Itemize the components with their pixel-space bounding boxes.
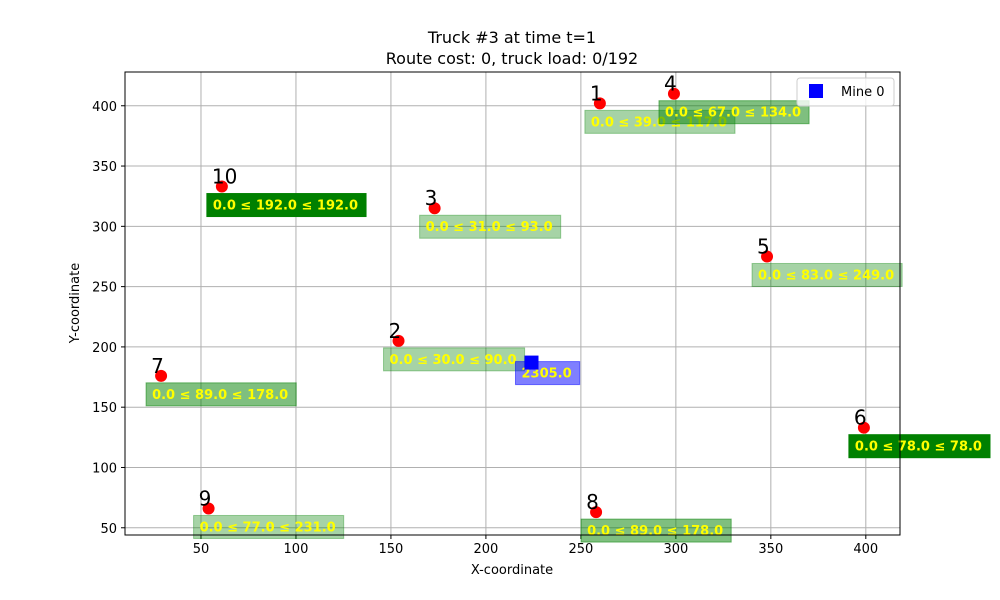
plot-marks: 0.0 ≤ 39.0 ≤ 117.010.0 ≤ 30.0 ≤ 90.020.0… (145, 72, 991, 543)
y-axis-label: Y-coordinate (68, 263, 83, 344)
y-tick-label: 350 (92, 160, 117, 175)
x-tick-label: 200 (473, 542, 498, 557)
node-id-label: 3 (425, 186, 438, 210)
node-point (428, 202, 441, 215)
x-tick-label: 250 (568, 542, 593, 557)
node-capacity-box (419, 214, 562, 239)
mine-marker (524, 355, 539, 370)
plot-frame (124, 71, 901, 536)
node-point (667, 87, 680, 100)
node-id-label: 1 (590, 81, 603, 105)
chart-title: Truck #3 at time t=1 (427, 28, 596, 47)
node-id-label: 4 (664, 72, 677, 96)
node-capacity-box (193, 514, 345, 539)
mine-label: 2305.0 (521, 367, 571, 382)
y-tick-label: 100 (92, 461, 117, 476)
node-capacity-label: 0.0 ≤ 31.0 ≤ 93.0 (426, 220, 553, 235)
node-point (761, 250, 774, 263)
x-tick-label: 400 (853, 542, 878, 557)
axis-ticks: 50 100 150 200 250 300 350 400 50 100 150 200 250 300… (92, 100, 878, 557)
node-capacity-label: 0.0 ≤ 83.0 ≤ 249.0 (758, 268, 894, 283)
node-id-label: 10 (212, 165, 237, 189)
node-point (155, 369, 168, 382)
node-id-label: 5 (757, 234, 770, 258)
node-capacity-box (751, 262, 903, 287)
node-capacity-box (848, 434, 991, 459)
legend-mine-marker (809, 84, 823, 98)
chart-subtitle: Route cost: 0, truck load: 0/192 (386, 49, 638, 68)
node-capacity-box (658, 100, 810, 125)
node-capacity-box (145, 382, 297, 407)
x-tick-label: 300 (663, 542, 688, 557)
node-point (590, 506, 603, 519)
node-point (392, 334, 405, 347)
node-point (593, 97, 606, 110)
legend: Mine 0 (796, 77, 895, 107)
node-id-label: 8 (586, 490, 599, 514)
grid (125, 72, 900, 535)
node-point (857, 421, 870, 434)
node-id-label: 7 (151, 354, 164, 378)
x-tick-label: 50 (193, 542, 210, 557)
node-capacity-box (206, 193, 367, 218)
y-tick-label: 300 (92, 220, 117, 235)
node-capacity-label: 0.0 ≤ 67.0 ≤ 134.0 (665, 106, 801, 121)
node-capacity-label: 0.0 ≤ 78.0 ≤ 78.0 (855, 440, 982, 455)
node-capacity-label: 0.0 ≤ 89.0 ≤ 178.0 (152, 388, 288, 403)
node-id-label: 2 (389, 319, 402, 343)
legend-mine-label: Mine 0 (841, 85, 884, 100)
node-capacity-label: 0.0 ≤ 77.0 ≤ 231.0 (200, 520, 336, 535)
x-tick-label: 100 (284, 542, 309, 557)
node-point (202, 502, 215, 515)
y-tick-label: 200 (92, 341, 117, 356)
node-point (215, 180, 228, 193)
y-tick-label: 150 (92, 401, 117, 416)
x-tick-label: 150 (379, 542, 404, 557)
y-tick-label: 250 (92, 281, 117, 296)
node-capacity-label: 0.0 ≤ 89.0 ≤ 178.0 (587, 524, 723, 539)
x-axis-label: X-coordinate (471, 563, 553, 578)
node-capacity-label: 0.0 ≤ 30.0 ≤ 90.0 (390, 353, 517, 368)
node-capacity-box (580, 518, 732, 543)
node-id-label: 9 (199, 486, 212, 510)
x-tick-label: 350 (758, 542, 783, 557)
node-capacity-label: 0.0 ≤ 192.0 ≤ 192.0 (213, 199, 358, 214)
node-id-label: 6 (854, 406, 867, 430)
y-tick-label: 400 (92, 100, 117, 115)
y-tick-label: 50 (100, 522, 117, 537)
